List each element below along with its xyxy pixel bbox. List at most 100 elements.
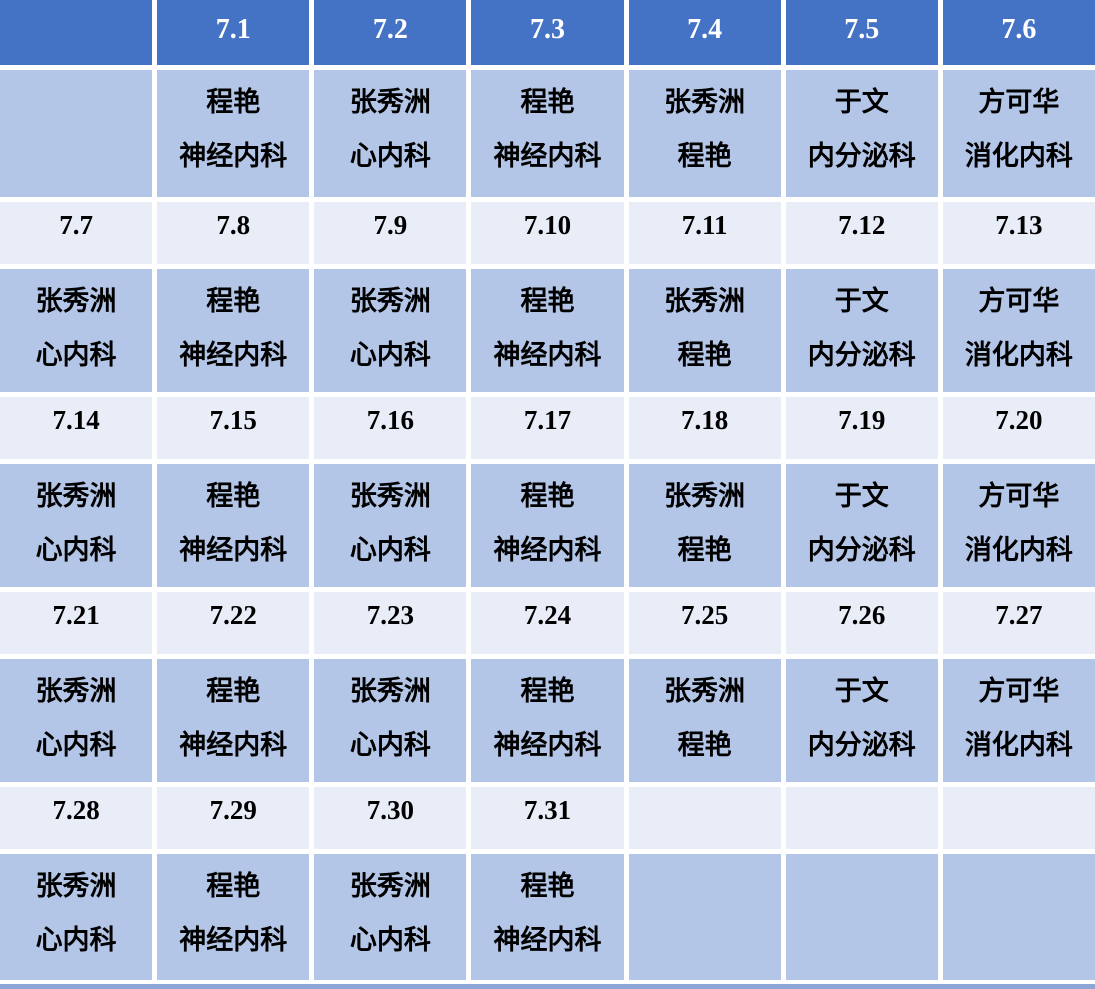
duty-person: 程艳 — [206, 676, 261, 706]
duty-dept: 神经内科 — [179, 340, 288, 370]
duty-person: 张秀洲 — [35, 871, 117, 901]
date-cell: 7.18 — [628, 397, 781, 459]
duty-person: 程艳 — [206, 481, 261, 511]
duty-dept: 神经内科 — [179, 925, 288, 955]
date-cell: 7.23 — [314, 592, 467, 654]
duty-dept: 神经内科 — [493, 730, 602, 760]
duty-person: 程艳 — [520, 676, 575, 706]
date-cell: 7.19 — [785, 397, 938, 459]
date-cell: 7.31 — [471, 787, 624, 849]
duty-dept: 消化内科 — [964, 141, 1073, 171]
date-header-cell: 7.4 — [628, 0, 781, 65]
date-header-cell: 7.1 — [157, 0, 310, 65]
date-cell: 7.20 — [942, 397, 1095, 459]
next-row-cutoff-edge — [0, 984, 1095, 989]
duty-cell-empty — [785, 854, 938, 980]
duty-person: 张秀洲 — [349, 87, 431, 117]
date-cell: 7.7 — [0, 202, 153, 264]
date-cell: 7.11 — [628, 202, 781, 264]
date-cell: 7.30 — [314, 787, 467, 849]
duty-dept: 内分泌科 — [807, 340, 916, 370]
date-cell: 7.25 — [628, 592, 781, 654]
duty-dept: 神经内科 — [493, 535, 602, 565]
date-cell: 7.21 — [0, 592, 153, 654]
duty-cell: 程艳 神经内科 — [471, 269, 624, 392]
duty-dept: 心内科 — [349, 340, 431, 370]
duty-person: 张秀洲 — [349, 286, 431, 316]
duty-dept: 消化内科 — [964, 730, 1073, 760]
duty-cell: 张秀洲 程艳 — [628, 464, 781, 587]
date-cell-empty — [628, 787, 781, 849]
duty-cell: 程艳 神经内科 — [471, 70, 624, 197]
duty-dept: 神经内科 — [179, 730, 288, 760]
duty-cell: 张秀洲 心内科 — [0, 854, 153, 980]
corner-cell — [0, 0, 153, 65]
date-cell: 7.10 — [471, 202, 624, 264]
duty-dept: 消化内科 — [964, 535, 1073, 565]
duty-person: 方可华 — [978, 481, 1060, 511]
duty-cell: 方可华 消化内科 — [942, 70, 1095, 197]
duty-dept: 神经内科 — [179, 535, 288, 565]
duty-dept: 程艳 — [677, 340, 732, 370]
duty-cell: 程艳 神经内科 — [157, 269, 310, 392]
duty-person: 程艳 — [520, 871, 575, 901]
date-cell-empty — [942, 787, 1095, 849]
date-header-cell: 7.2 — [314, 0, 467, 65]
date-cell: 7.13 — [942, 202, 1095, 264]
duty-dept: 心内科 — [35, 925, 117, 955]
duty-person: 于文 — [834, 481, 889, 511]
duty-cell: 程艳 神经内科 — [471, 659, 624, 782]
duty-person: 方可华 — [978, 676, 1060, 706]
duty-dept: 心内科 — [349, 925, 431, 955]
duty-dept: 内分泌科 — [807, 141, 916, 171]
duty-person: 方可华 — [978, 286, 1060, 316]
duty-dept: 内分泌科 — [807, 730, 916, 760]
date-cell: 7.22 — [157, 592, 310, 654]
duty-cell: 张秀洲 程艳 — [628, 269, 781, 392]
duty-cell: 程艳 神经内科 — [471, 464, 624, 587]
date-cell: 7.26 — [785, 592, 938, 654]
duty-dept: 程艳 — [677, 730, 732, 760]
duty-dept: 心内科 — [35, 730, 117, 760]
duty-cell: 方可华 消化内科 — [942, 464, 1095, 587]
duty-person: 张秀洲 — [664, 87, 746, 117]
duty-cell-empty — [942, 854, 1095, 980]
duty-dept: 心内科 — [349, 730, 431, 760]
duty-cell: 程艳 神经内科 — [157, 70, 310, 197]
duty-dept: 内分泌科 — [807, 535, 916, 565]
date-cell: 7.15 — [157, 397, 310, 459]
duty-cell: 张秀洲 心内科 — [0, 464, 153, 587]
duty-cell: 张秀洲 程艳 — [628, 659, 781, 782]
duty-person: 程艳 — [520, 481, 575, 511]
duty-cell: 程艳 神经内科 — [157, 464, 310, 587]
duty-person: 张秀洲 — [35, 481, 117, 511]
duty-cell: 方可华 消化内科 — [942, 269, 1095, 392]
duty-person: 于文 — [834, 286, 889, 316]
duty-person: 张秀洲 — [664, 481, 746, 511]
duty-cell: 张秀洲 心内科 — [0, 269, 153, 392]
date-header-cell: 7.5 — [785, 0, 938, 65]
duty-dept: 心内科 — [349, 535, 431, 565]
duty-person: 于文 — [834, 676, 889, 706]
date-cell: 7.9 — [314, 202, 467, 264]
duty-person: 张秀洲 — [349, 481, 431, 511]
duty-cell: 程艳 神经内科 — [157, 659, 310, 782]
duty-dept: 神经内科 — [493, 141, 602, 171]
date-cell: 7.12 — [785, 202, 938, 264]
duty-cell: 程艳 神经内科 — [157, 854, 310, 980]
duty-cell: 程艳 神经内科 — [471, 854, 624, 980]
date-cell: 7.16 — [314, 397, 467, 459]
date-cell: 7.28 — [0, 787, 153, 849]
duty-person: 程艳 — [206, 286, 261, 316]
date-cell: 7.17 — [471, 397, 624, 459]
duty-cell: 张秀洲 心内科 — [314, 659, 467, 782]
duty-person: 程艳 — [206, 87, 261, 117]
duty-dept: 程艳 — [677, 141, 732, 171]
duty-cell: 方可华 消化内科 — [942, 659, 1095, 782]
duty-dept: 神经内科 — [493, 925, 602, 955]
duty-dept: 程艳 — [677, 535, 732, 565]
duty-cell: 于文 内分泌科 — [785, 269, 938, 392]
duty-cell-empty — [0, 70, 153, 197]
duty-dept: 神经内科 — [493, 340, 602, 370]
